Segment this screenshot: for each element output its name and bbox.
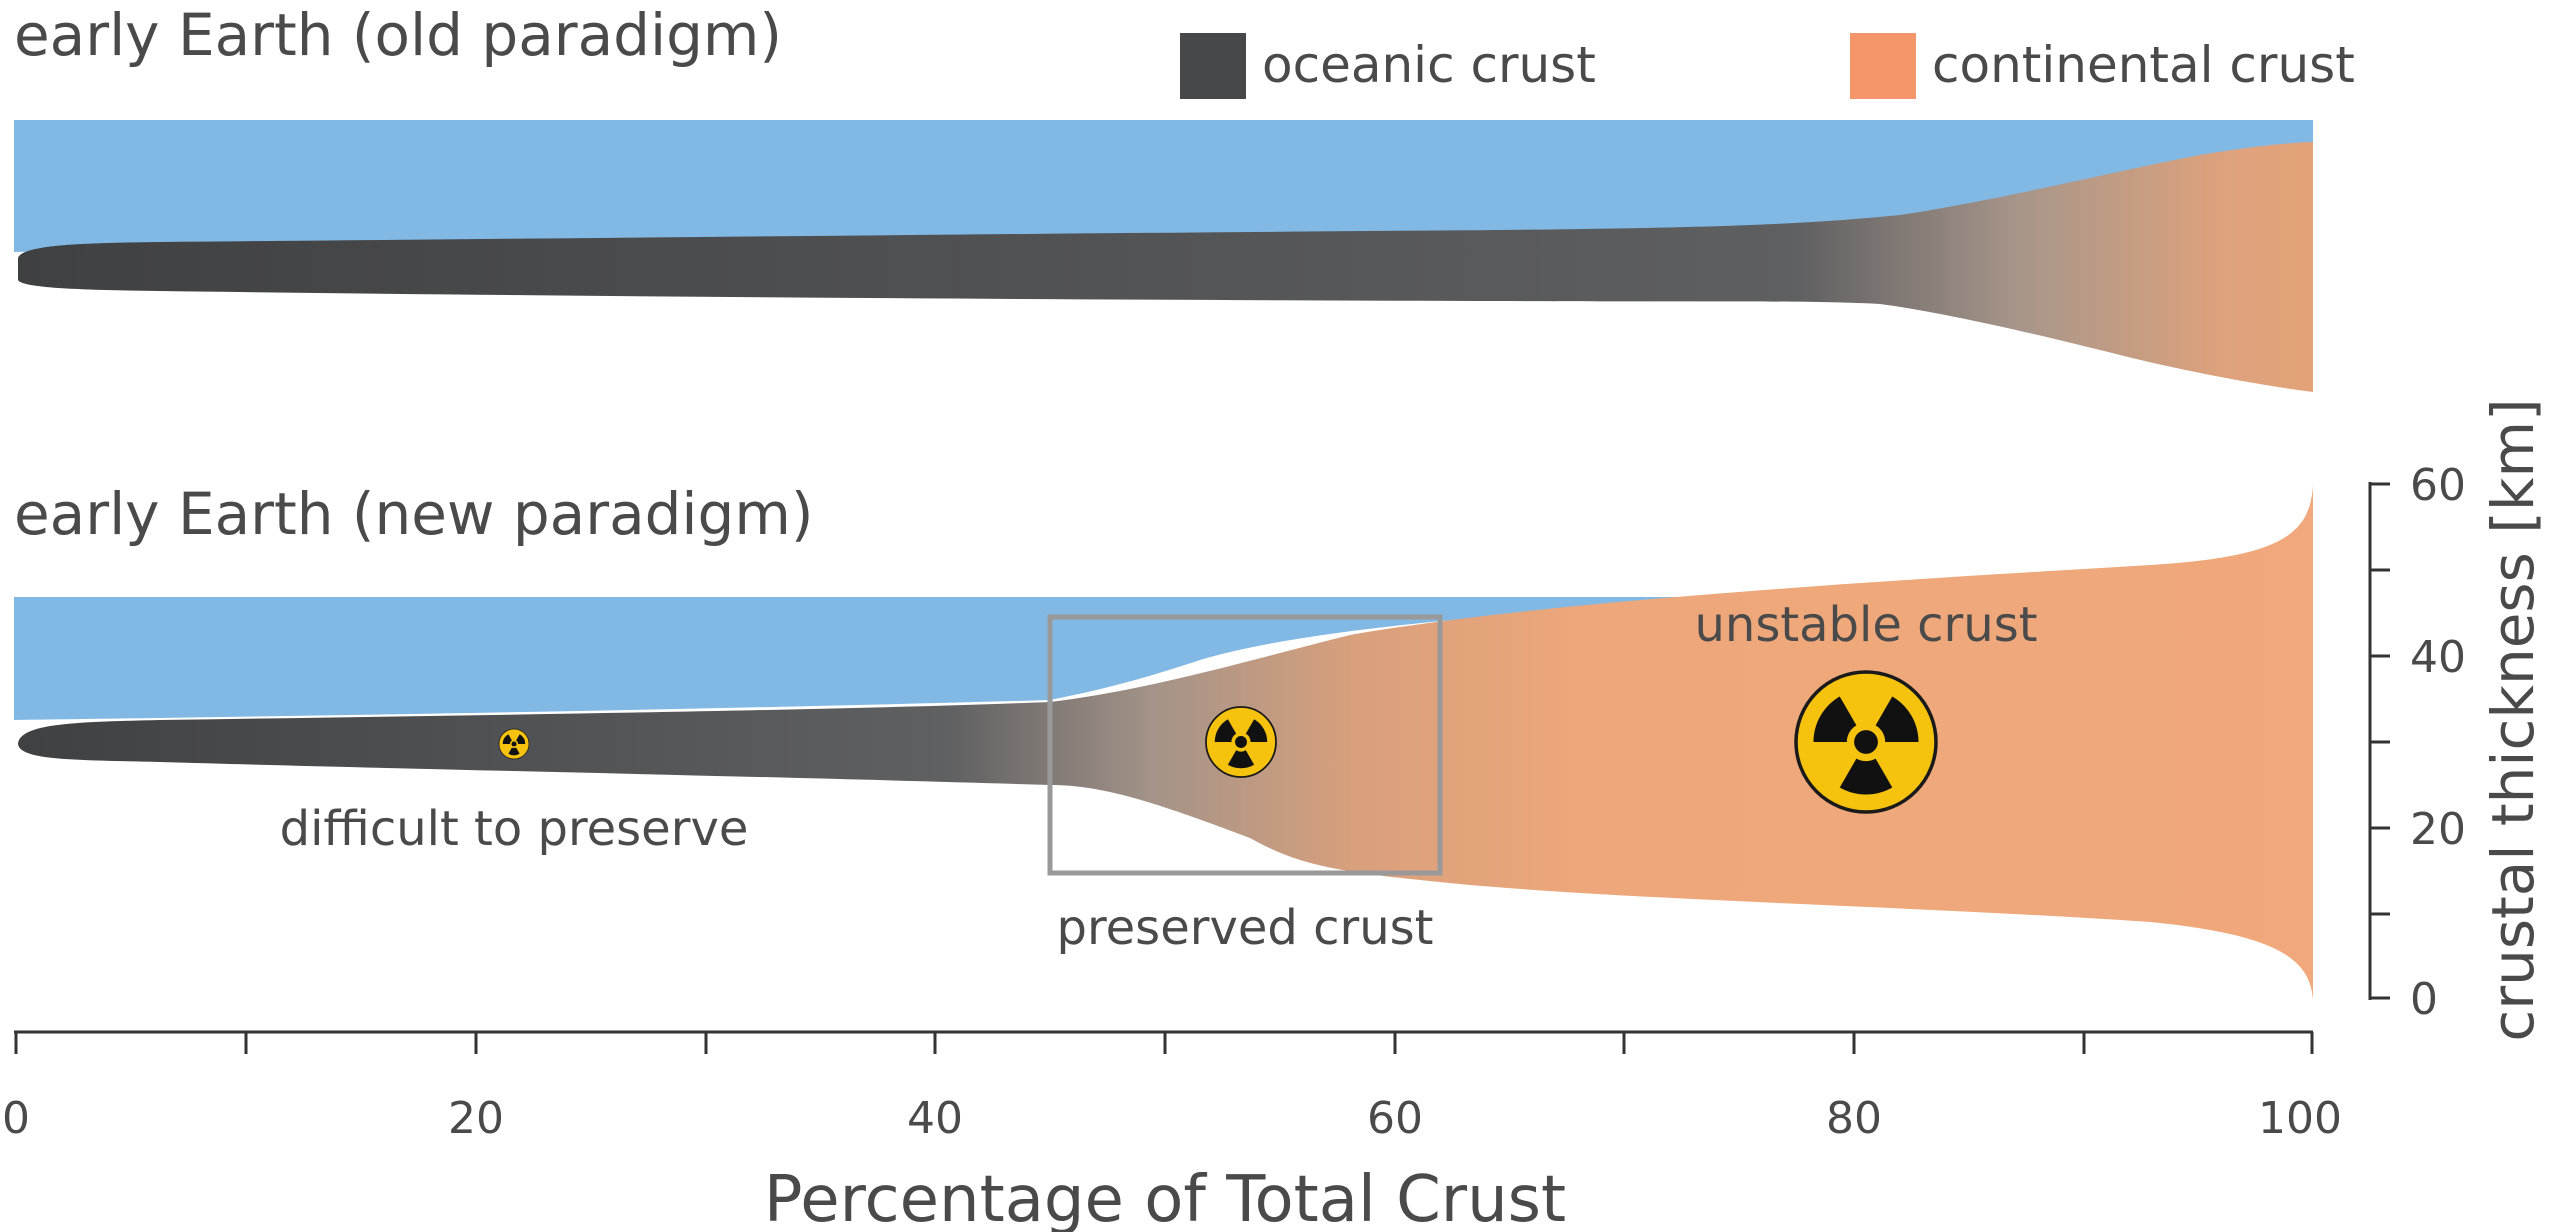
new-paradigm-title: early Earth (new paradigm) — [14, 480, 813, 548]
x-tick-label-100: 100 — [2258, 1093, 2342, 1144]
legend-label-oceanic: oceanic crust — [1262, 36, 1596, 94]
annotation-difficult-to-preserve: difficult to preserve — [280, 801, 749, 857]
y-tick-label-20: 20 — [2410, 804, 2466, 855]
x-axis: 0 20 40 60 80 100 Percentage of Total Cr… — [2, 1030, 2342, 1232]
y-tick-label-0: 0 — [2410, 974, 2438, 1025]
legend-label-continental: continental crust — [1932, 36, 2355, 94]
legend-swatch-oceanic — [1180, 33, 1246, 99]
x-tick-label-20: 20 — [448, 1093, 504, 1144]
y-tick-label-40: 40 — [2410, 632, 2466, 683]
old-paradigm-title: early Earth (old paradigm) — [14, 1, 782, 69]
y-axis: 60 40 20 0 crustal thickness [km] — [2368, 398, 2547, 1042]
legend-swatch-continental — [1850, 33, 1916, 99]
crust-old — [18, 142, 2313, 392]
x-tick-label-0: 0 — [2, 1093, 30, 1144]
x-tick-label-60: 60 — [1367, 1093, 1423, 1144]
x-tick-label-80: 80 — [1826, 1093, 1882, 1144]
preserved-crust-box — [1047, 614, 1443, 876]
x-axis-title: Percentage of Total Crust — [764, 1163, 1566, 1232]
radiation-hazard-icon-large — [1796, 672, 1936, 812]
x-tick-label-40: 40 — [907, 1093, 963, 1144]
annotation-unstable-crust: unstable crust — [1694, 597, 2037, 653]
radiation-hazard-icon-medium — [1206, 707, 1276, 777]
ocean-old — [14, 120, 2313, 252]
ocean-new — [14, 597, 1720, 720]
radiation-hazard-icon-small — [499, 729, 529, 759]
y-tick-label-60: 60 — [2410, 460, 2466, 511]
crust-new — [18, 485, 2313, 1000]
annotation-preserved-crust: preserved crust — [1057, 900, 1434, 956]
y-axis-title: crustal thickness [km] — [2479, 398, 2547, 1041]
legend: oceanic crust continental crust — [1180, 33, 2355, 99]
